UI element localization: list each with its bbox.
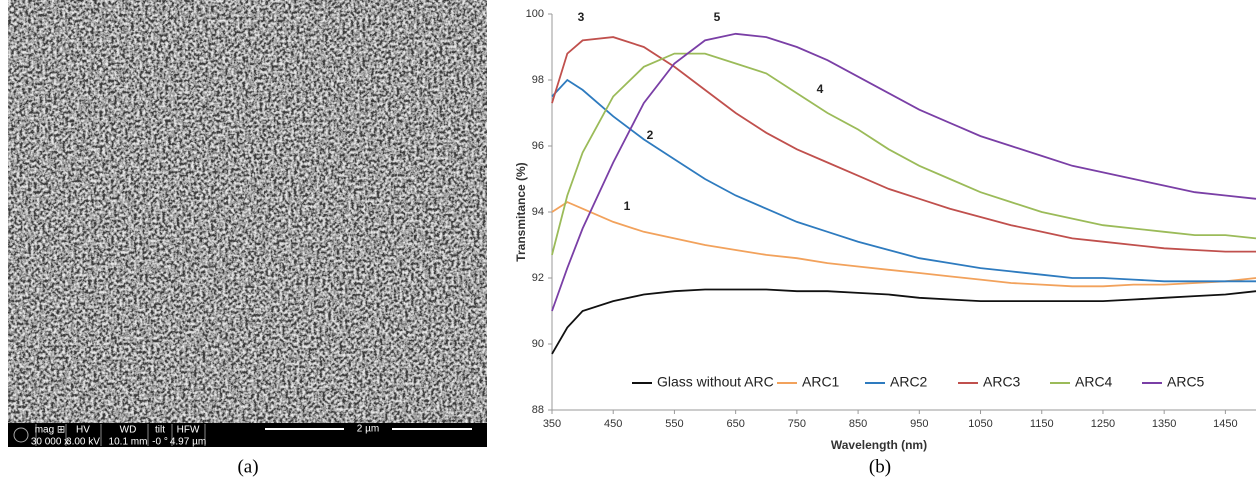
series-line [551, 78, 1256, 283]
info-value: 3.00 kV [66, 437, 100, 448]
x-tick-label: 1150 [1030, 418, 1054, 430]
annotation: 3 [578, 10, 585, 24]
logo [13, 427, 29, 443]
info-label: tilt [155, 425, 165, 436]
x-tick-label: 650 [726, 418, 744, 430]
x-tick-label: 750 [788, 418, 806, 430]
x-tick-label: 1250 [1091, 418, 1115, 430]
info-label: HFW [177, 425, 200, 436]
info-bar-bg [8, 423, 487, 447]
legend-label: ARC1 [802, 374, 840, 390]
info-label: mag ⊞ [35, 425, 66, 436]
x-tick-label: 950 [910, 418, 928, 430]
series-line [551, 52, 1257, 256]
series-line [551, 288, 1257, 355]
scale-bar-label: 2 µm [357, 424, 379, 435]
legend-label: ARC2 [890, 374, 928, 390]
x-tick-label: 350 [543, 418, 561, 430]
legend-label: ARC5 [1167, 374, 1205, 390]
info-value: 10.1 mm [109, 437, 148, 448]
legend-label: Glass without ARC [657, 374, 774, 390]
annotation: 4 [817, 82, 824, 96]
series-line [551, 32, 1257, 312]
info-label: WD [120, 425, 137, 436]
info-label: HV [76, 425, 90, 436]
x-tick-label: 1350 [1152, 418, 1176, 430]
y-tick-label: 98 [532, 74, 544, 86]
caption: (b) [869, 456, 891, 477]
legend-label: ARC3 [983, 374, 1021, 390]
y-tick-label: 90 [532, 338, 544, 350]
info-value: 30 000 x [31, 437, 69, 448]
info-value: 4.97 µm [170, 437, 206, 448]
y-tick-label: 88 [532, 404, 544, 416]
y-tick-label: 100 [526, 8, 544, 20]
y-axis-label: Transmitance (%) [514, 162, 528, 261]
info-value: -0 ° [152, 437, 168, 448]
caption: (a) [237, 456, 258, 477]
annotation: 2 [647, 128, 654, 142]
x-tick-label: 850 [849, 418, 867, 430]
x-tick-label: 1450 [1213, 418, 1237, 430]
legend-label: ARC4 [1075, 374, 1113, 390]
series-line [551, 36, 1256, 253]
annotation: 1 [624, 199, 631, 213]
y-tick-label: 96 [532, 140, 544, 152]
x-tick-label: 450 [604, 418, 622, 430]
x-tick-label: 550 [665, 418, 683, 430]
x-axis-label: Wavelength (nm) [831, 438, 927, 452]
series-line [551, 201, 1257, 288]
x-tick-label: 1050 [968, 418, 992, 430]
scale-bar-gap [344, 423, 392, 435]
annotation: 5 [714, 10, 721, 24]
sem-texture [8, 0, 487, 423]
y-tick-label: 92 [532, 272, 544, 284]
y-tick-label: 94 [532, 206, 544, 218]
